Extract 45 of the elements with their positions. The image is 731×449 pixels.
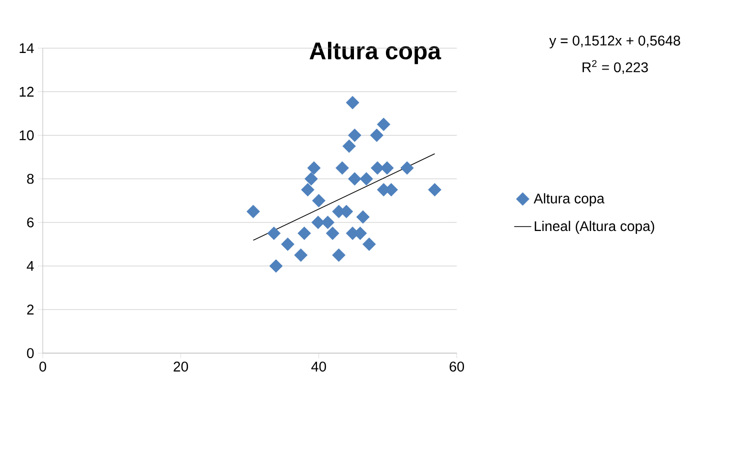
- y-tick-label: 4: [26, 261, 34, 271]
- text: y = 0,1512x + 0,5648: [549, 36, 680, 48]
- point: [356, 210, 370, 224]
- y-tick-label: 12: [20, 86, 34, 97]
- x-tick-label: 40: [311, 362, 326, 372]
- point: [342, 139, 356, 153]
- y-tick-label: 8: [27, 174, 34, 184]
- y-tick-label: 6: [27, 217, 34, 228]
- y-tick-label: 14: [20, 43, 34, 53]
- legend-label: Lineal (Altura copa): [534, 220, 654, 234]
- chart-title: Altura copa: [310, 42, 442, 64]
- text: R$^{2}$ = 0,223: [582, 60, 648, 74]
- point: [346, 96, 360, 110]
- y-tick-label: 10: [20, 130, 34, 140]
- point: [326, 226, 340, 240]
- point: [360, 172, 374, 186]
- point: [370, 128, 384, 142]
- point: [336, 161, 349, 175]
- point: [304, 172, 318, 186]
- point: [298, 226, 311, 240]
- y-tick-label: 0: [27, 348, 34, 358]
- point: [348, 172, 362, 186]
- point: [269, 259, 283, 273]
- point: [294, 248, 308, 262]
- x-tick-label: 20: [174, 362, 188, 372]
- point: [301, 183, 314, 196]
- point: [281, 238, 294, 251]
- point: [312, 194, 326, 208]
- point: [307, 161, 321, 175]
- point: [348, 128, 362, 142]
- x-tick-label: 60: [450, 362, 464, 372]
- point: [311, 216, 325, 230]
- y-tick-label: 2: [27, 304, 34, 314]
- point: [380, 161, 394, 175]
- point: [400, 161, 414, 175]
- point: [376, 118, 390, 132]
- point: [332, 248, 346, 262]
- point: [321, 216, 334, 230]
- legend-label: Altura copa: [534, 193, 604, 206]
- point: [246, 204, 260, 218]
- x-tick-label: 0: [39, 362, 46, 372]
- point: [370, 161, 384, 175]
- point: [267, 226, 281, 240]
- point: [362, 238, 376, 251]
- point: [428, 183, 442, 196]
